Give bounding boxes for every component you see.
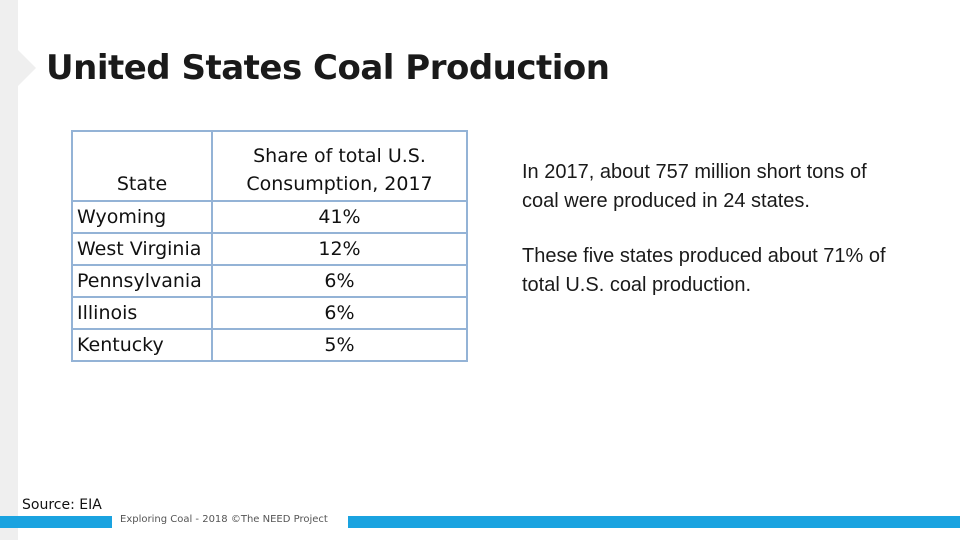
row-share: 6%	[211, 296, 468, 330]
table-row: Wyoming 41%	[71, 200, 468, 234]
row-state: Kentucky	[71, 328, 213, 362]
table-row: West Virginia 12%	[71, 232, 468, 266]
row-state: Pennsylvania	[71, 264, 213, 298]
row-share: 5%	[211, 328, 468, 362]
table-row: Illinois 6%	[71, 296, 468, 330]
title-chevron-icon	[18, 50, 36, 86]
info-paragraph-2: These five states produced about 71% of …	[522, 245, 886, 296]
row-state: Illinois	[71, 296, 213, 330]
source-note: Source: EIA	[22, 497, 102, 513]
coal-production-table: State Share of total U.S. Consumption, 2…	[71, 130, 468, 362]
row-share: 6%	[211, 264, 468, 298]
table-row: Pennsylvania 6%	[71, 264, 468, 298]
header-share-line2: Consumption, 2017	[246, 173, 433, 195]
header-share: Share of total U.S. Consumption, 2017	[211, 130, 468, 202]
left-decorative-strip	[0, 0, 18, 540]
table-row: Kentucky 5%	[71, 328, 468, 362]
footer-text: Exploring Coal - 2018 ©The NEED Project	[120, 514, 328, 525]
row-state: West Virginia	[71, 232, 213, 266]
row-share: 41%	[211, 200, 468, 234]
slide-title: United States Coal Production	[46, 48, 610, 88]
footer-accent-bar-left	[0, 516, 112, 528]
footer-accent-bar-right	[348, 516, 960, 528]
info-paragraph-1: In 2017, about 757 million short tons of…	[522, 161, 867, 212]
info-text-box: In 2017, about 757 million short tons of…	[522, 158, 902, 326]
row-state: Wyoming	[71, 200, 213, 234]
row-share: 12%	[211, 232, 468, 266]
header-share-line1: Share of total U.S.	[253, 145, 426, 167]
table-header-row: State Share of total U.S. Consumption, 2…	[71, 130, 468, 202]
header-state: State	[71, 130, 213, 202]
